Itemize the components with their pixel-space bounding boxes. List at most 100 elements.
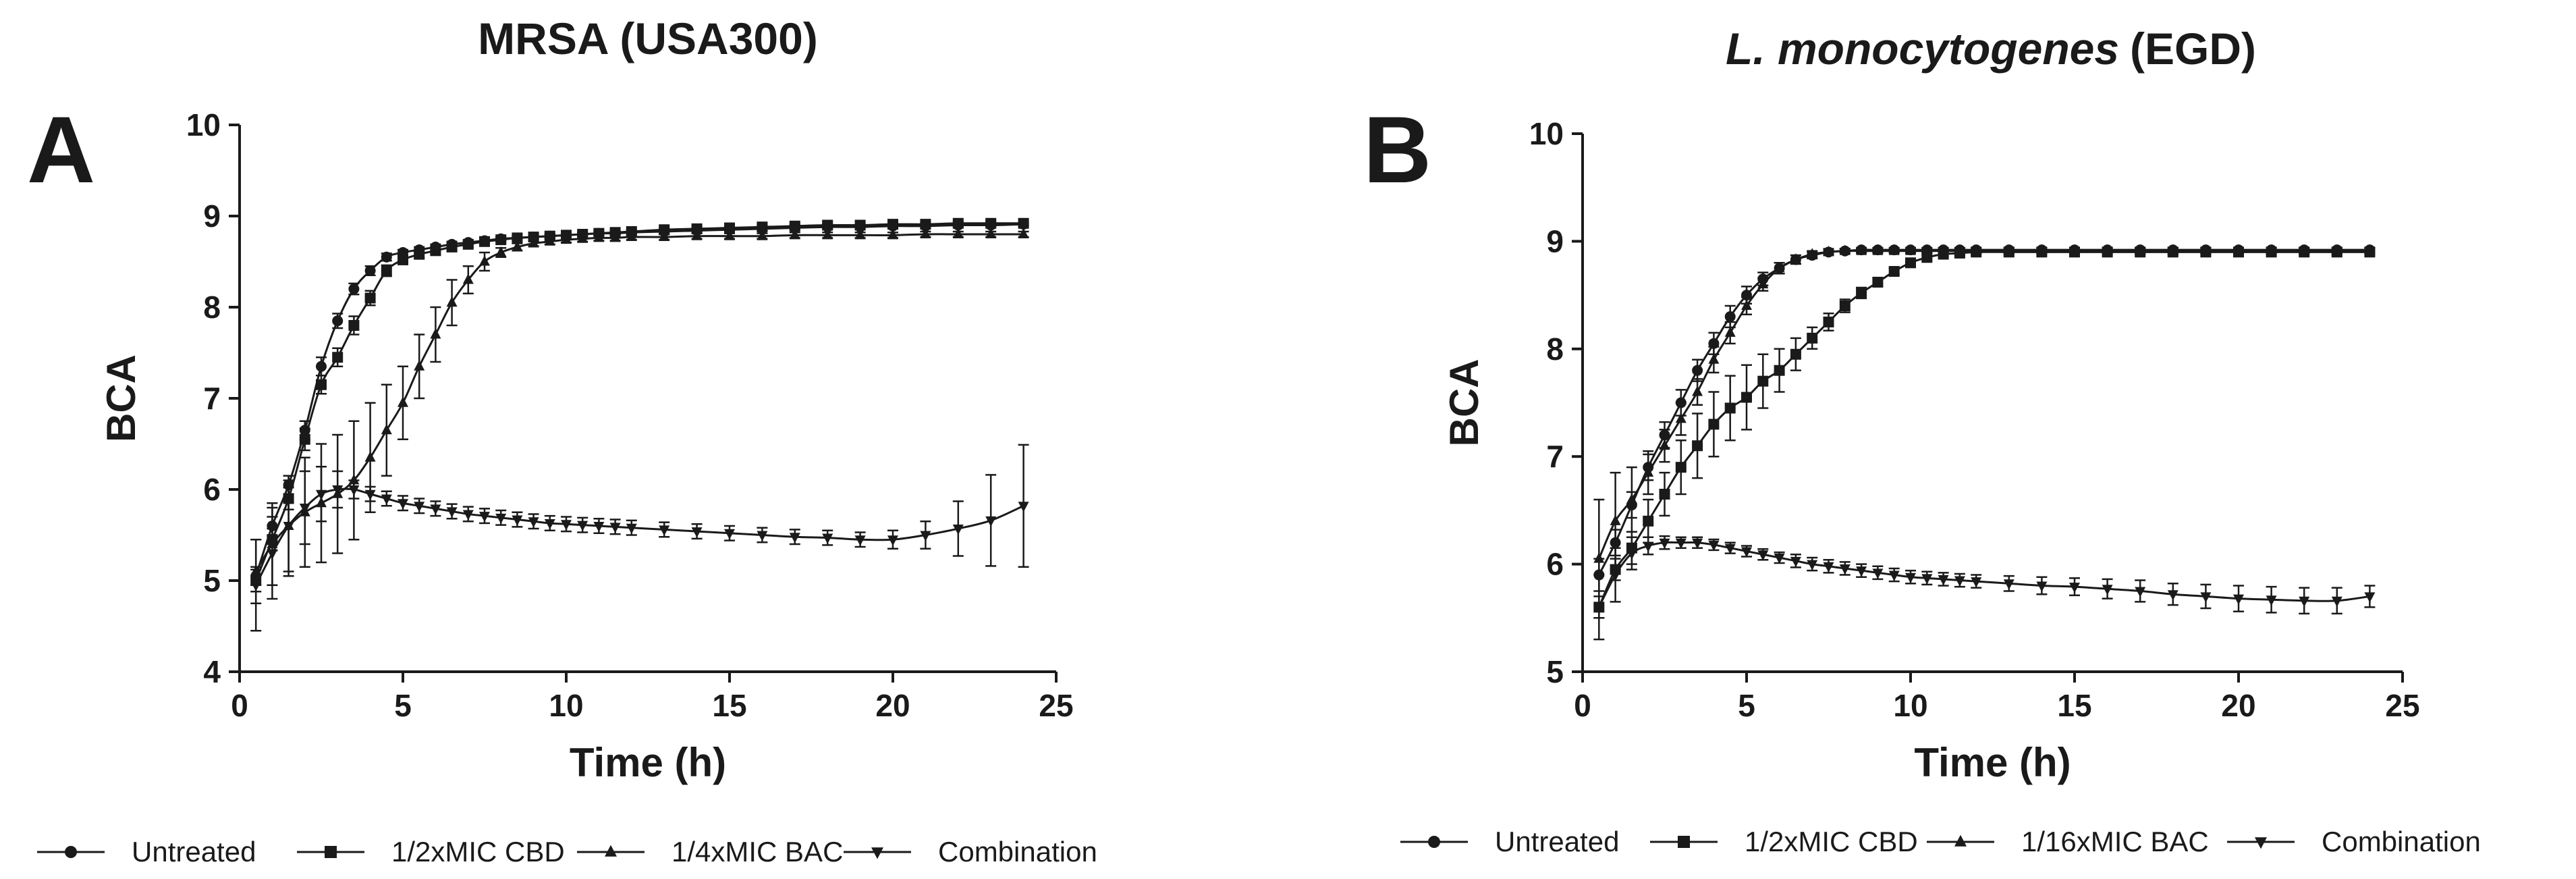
data-point xyxy=(446,296,458,307)
legend-marker xyxy=(871,847,883,859)
data-point xyxy=(2003,579,2015,590)
x-tick-label: 20 xyxy=(875,688,910,723)
series-untreated xyxy=(250,219,1029,586)
data-point xyxy=(1856,566,1867,577)
data-point xyxy=(609,232,621,242)
data-point xyxy=(2167,590,2178,601)
series-combination xyxy=(1593,535,2376,641)
data-point xyxy=(577,232,588,243)
data-point xyxy=(1626,493,1637,504)
legend-marker xyxy=(1428,836,1440,848)
data-point xyxy=(512,232,523,244)
data-point xyxy=(462,273,474,284)
data-point xyxy=(691,223,703,234)
data-point xyxy=(985,516,997,527)
data-point xyxy=(626,523,637,534)
data-point xyxy=(2102,585,2113,595)
series-1-2xmic-cbd xyxy=(1593,246,2376,619)
legend-entry: Combination xyxy=(2227,826,2481,857)
legend-label: Untreated xyxy=(1495,826,1619,857)
data-point xyxy=(2069,583,2080,593)
data-point xyxy=(348,320,360,331)
legend-entry: 1/4xMIC BAC xyxy=(577,836,843,868)
data-point xyxy=(691,230,703,240)
data-point xyxy=(250,581,262,591)
data-point xyxy=(316,379,327,390)
data-point xyxy=(1921,244,1933,255)
panel-a-title: MRSA (USA300) xyxy=(478,14,818,63)
legend-label: 1/16xMIC BAC xyxy=(2021,826,2209,857)
panel-label-a: A xyxy=(27,97,95,203)
data-point xyxy=(479,255,490,266)
data-point xyxy=(1724,311,1736,322)
data-point xyxy=(267,549,278,560)
data-point xyxy=(561,233,572,244)
data-point xyxy=(1823,562,1834,572)
data-point xyxy=(822,219,833,231)
data-point xyxy=(332,352,344,363)
x-tick-label: 10 xyxy=(1893,688,1927,723)
data-point xyxy=(952,228,964,238)
legend-label: Untreated xyxy=(132,836,256,868)
data-point xyxy=(724,230,735,240)
data-point xyxy=(528,237,539,248)
data-point xyxy=(1741,299,1752,311)
data-point xyxy=(544,235,555,246)
data-point xyxy=(1823,316,1834,327)
data-point xyxy=(2364,592,2376,603)
panel-b-title: L. monocytogenes (EGD) xyxy=(1726,24,2256,74)
y-tick-label: 8 xyxy=(203,290,221,325)
series-line xyxy=(254,223,1024,577)
data-point xyxy=(1757,277,1769,289)
data-point xyxy=(1018,217,1029,229)
data-point xyxy=(1856,244,1867,255)
series-1-4xmic-bac xyxy=(250,228,1029,604)
data-point xyxy=(299,433,310,445)
data-point xyxy=(920,228,931,238)
x-tick-label: 15 xyxy=(2057,688,2091,723)
y-tick-label: 5 xyxy=(203,563,221,598)
data-point xyxy=(495,246,507,257)
data-point xyxy=(414,502,425,512)
data-point xyxy=(2200,244,2212,255)
data-point xyxy=(2331,244,2342,255)
data-point xyxy=(691,527,703,538)
data-point xyxy=(1938,575,1949,586)
legend-label: Combination xyxy=(2322,826,2481,857)
data-point xyxy=(659,224,670,236)
data-point xyxy=(1790,348,1801,360)
legend-entry: Untreated xyxy=(37,836,256,868)
data-point xyxy=(1888,266,1900,277)
data-point xyxy=(2135,587,2146,597)
data-point xyxy=(2200,592,2212,603)
data-point xyxy=(593,232,605,242)
data-point xyxy=(381,424,392,435)
data-point xyxy=(1741,547,1752,558)
data-point xyxy=(887,219,898,230)
data-point xyxy=(952,217,964,229)
data-point xyxy=(364,489,376,500)
data-point xyxy=(887,229,898,240)
data-point xyxy=(659,525,670,536)
y-tick-label: 8 xyxy=(1546,331,1564,367)
data-point xyxy=(2331,596,2342,607)
x-tick-label: 20 xyxy=(2221,688,2255,723)
data-point xyxy=(985,217,997,229)
legend-label: 1/2xMIC CBD xyxy=(391,836,565,868)
data-point xyxy=(414,360,425,371)
data-point xyxy=(430,328,441,339)
data-point xyxy=(757,531,768,541)
data-point xyxy=(2102,244,2113,255)
x-tick-label: 25 xyxy=(1039,688,1073,723)
data-point xyxy=(1610,570,1621,581)
data-point xyxy=(985,228,997,238)
data-point xyxy=(659,230,670,242)
data-point xyxy=(1888,570,1900,581)
data-point xyxy=(332,315,344,327)
panel-b-legend: Untreated 1/2xMIC CBD 1/16xMIC BAC Combinat… xyxy=(1400,826,2481,857)
data-point xyxy=(364,451,376,462)
data-point xyxy=(462,510,474,521)
series-line xyxy=(254,222,1024,581)
panel-a: A MRSA (USA300) 0 5 10 15 20 25 4 5 6 7 8 9 10 Time (… xyxy=(27,14,1097,868)
data-point xyxy=(609,523,621,533)
